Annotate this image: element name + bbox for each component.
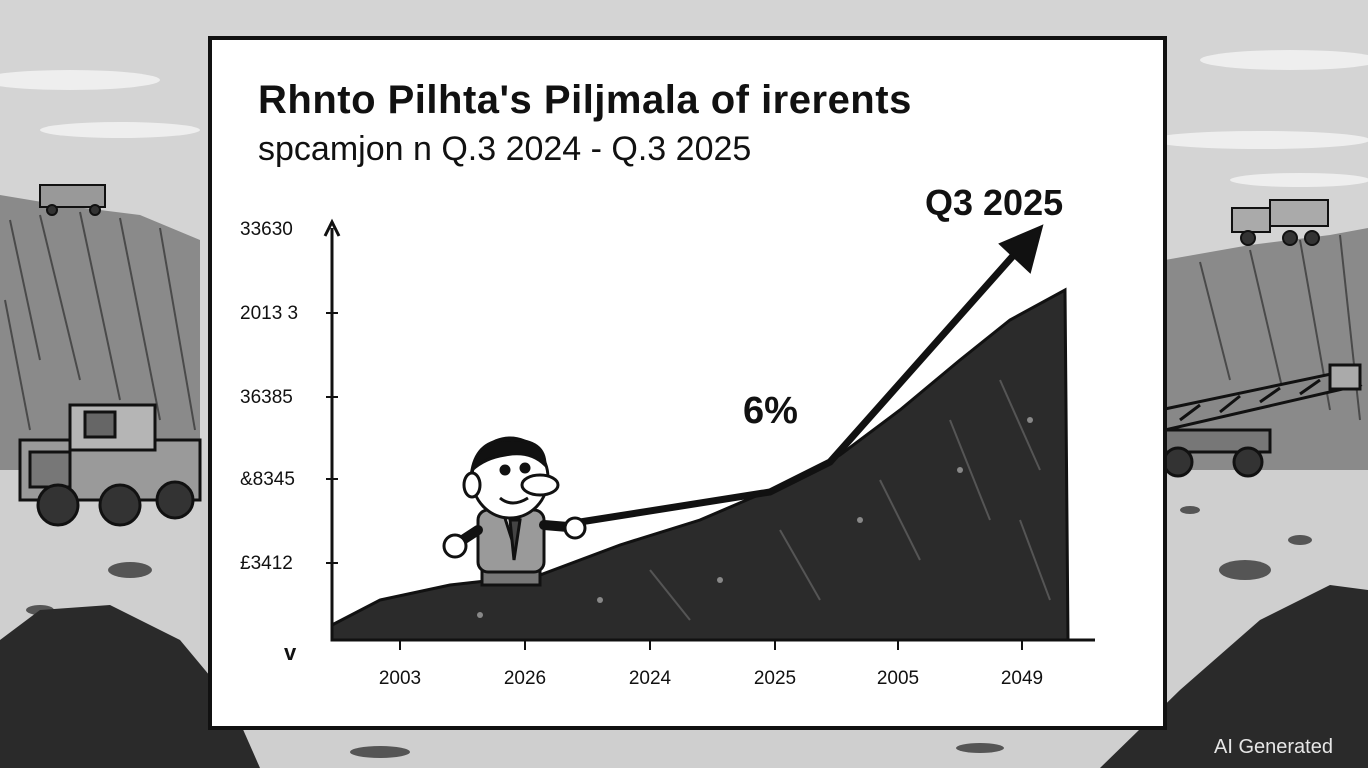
ai-generated-watermark: AI Generated: [1214, 736, 1333, 758]
clouds: [0, 50, 1368, 187]
x-tick-label: 2026: [503, 668, 547, 689]
cartoon-presenter: [442, 436, 587, 587]
x-tick-label: 2049: [1000, 668, 1044, 689]
left-cliff-hatching: [4, 211, 196, 431]
left-rock-pile: [0, 605, 260, 768]
peak-annotation: Q3 2025: [925, 182, 1064, 223]
y-tick-label: &8345: [240, 469, 295, 490]
x-tick-marks: [399, 640, 1023, 650]
y-tick-marks: [326, 312, 338, 564]
x-tick-label: 2025: [753, 668, 797, 689]
x-tick-label: 2005: [876, 668, 920, 689]
y-axis-bottom-mark: v: [284, 640, 297, 665]
left-cliff: [0, 195, 200, 470]
y-tick-label: 36385: [240, 387, 293, 408]
chart-title: Rhnto Pilhta's Piljmala of irerents: [258, 78, 912, 122]
y-tick-label: £3412: [240, 553, 293, 574]
y-tick-label: 33630: [240, 219, 293, 240]
mound-texture: [649, 379, 1051, 621]
presenter-nose: [520, 473, 560, 497]
distant-truck-right: [1231, 199, 1329, 246]
ground-rocks: [26, 506, 1312, 758]
left-dump-truck: [18, 403, 202, 527]
growth-annotation: 6%: [743, 390, 798, 432]
trend-arrow: [579, 224, 1044, 526]
x-tick-label: 2003: [378, 668, 422, 689]
chart-subtitle: spcamjon n Q.3 2024 - Q.3 2025: [258, 130, 752, 168]
y-axis-arrow: [323, 218, 341, 237]
mound-speckles: [477, 417, 1033, 618]
x-tick-label: 2024: [628, 668, 672, 689]
distant-truck-left: [39, 184, 106, 216]
presenter-hair: [469, 438, 547, 475]
y-tick-label: 2013 3: [240, 303, 299, 324]
